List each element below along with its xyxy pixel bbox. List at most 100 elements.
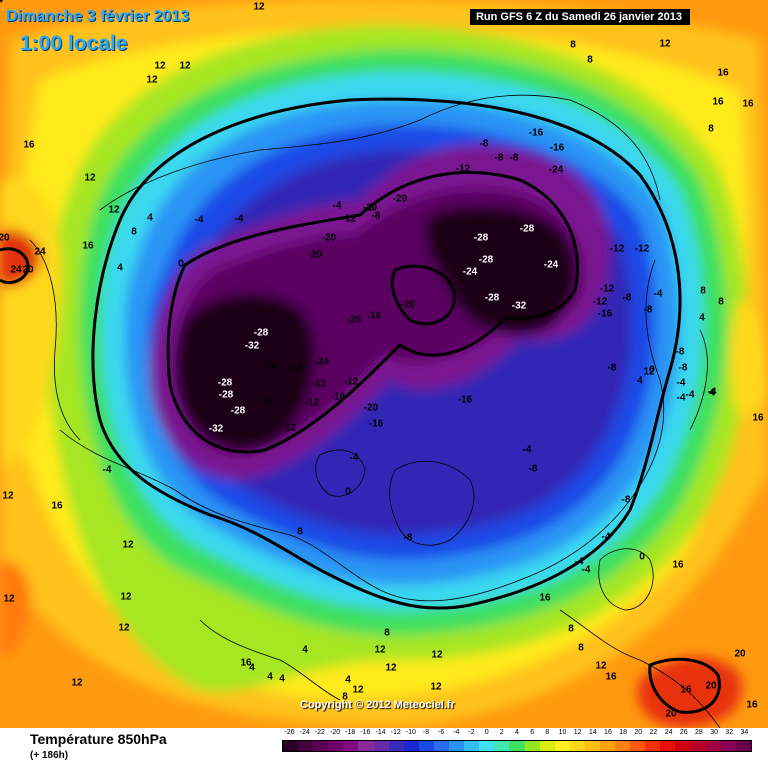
isotherm-label: -12 [610, 244, 625, 255]
isotherm-label: 16 [680, 685, 692, 696]
isotherm-label: 16 [605, 672, 617, 683]
isotherm-label: -28 [485, 293, 500, 304]
scale-swatch [509, 741, 525, 751]
scale-swatch [403, 741, 419, 751]
isotherm-label: -28 [218, 378, 233, 389]
scale-swatch [343, 741, 359, 751]
legend-footer: Température 850hPa (+ 186h) -26 -24 -22 -20… [0, 728, 768, 768]
isotherm-label: 12 [253, 2, 265, 13]
scale-swatch [599, 741, 616, 751]
scale-label: 14 [588, 729, 597, 736]
isotherm-label: 24 [34, 247, 46, 258]
isotherm-label: 16 [742, 99, 754, 110]
isotherm-label: -4 [602, 532, 611, 543]
scale-swatch [645, 741, 661, 751]
isotherm-label: 8 [578, 643, 584, 654]
isotherm-label: 8 [131, 227, 137, 238]
isotherm-label: 0 [639, 552, 645, 563]
isotherm-label: 8 [708, 124, 714, 135]
isotherm-label: 12 [179, 61, 191, 72]
isotherm-label: -4 [523, 445, 532, 456]
isotherm-label: 12 [3, 594, 15, 605]
scale-label: -2 [468, 729, 475, 736]
scale-label: 2 [499, 729, 504, 736]
isotherm-label: -32 [245, 341, 260, 352]
isotherm-label: 4 [249, 663, 255, 674]
isotherm-label: -8 [676, 347, 685, 358]
isotherm-label: 20 [22, 265, 34, 276]
scale-swatch [584, 741, 600, 751]
isotherm-label: -12 [600, 284, 615, 295]
isotherm-label: -32 [512, 301, 527, 312]
scale-label: 24 [664, 729, 673, 736]
color-scale-bar [282, 740, 752, 752]
isotherm-label: -16 [369, 419, 384, 430]
isotherm-label: 4 [345, 675, 351, 686]
isotherm-label: -28 [474, 233, 489, 244]
isotherm-label: -28 [479, 255, 494, 266]
isotherm-label: -8 [404, 533, 413, 544]
scale-label: 10 [558, 729, 567, 736]
isotherm-label: 12 [84, 173, 96, 184]
scale-swatch [373, 741, 389, 751]
isotherm-label: -8 [372, 211, 381, 222]
isotherm-label: -8 [622, 495, 631, 506]
isotherm-label: 12 [643, 367, 655, 378]
scale-label: -12 [390, 729, 401, 736]
isotherm-label: -12 [305, 398, 320, 409]
isotherm-label: 20 [665, 709, 677, 720]
isotherm-label: -20 [259, 398, 274, 409]
isotherm-label: -4 [677, 378, 686, 389]
scale-label: 4 [515, 729, 519, 736]
isotherm-label: 0 [178, 259, 184, 270]
scale-label: -8 [422, 729, 430, 736]
scale-swatch [630, 741, 646, 751]
isotherm-label: -28 [254, 328, 269, 339]
isotherm-label: -20 [308, 250, 323, 261]
isotherm-label: -8 [608, 363, 617, 374]
isotherm-label: 8 [342, 692, 348, 703]
isotherm-label: 12 [120, 592, 132, 603]
isotherm-label: -20 [322, 233, 337, 244]
isotherm-label: -20 [401, 300, 416, 311]
isotherm-label: 12 [154, 61, 166, 72]
isotherm-label: 16 [712, 97, 724, 108]
scale-label: 18 [619, 729, 628, 736]
copyright-notice: Copyright © 2012 Meteociel.fr [300, 699, 455, 711]
scale-swatch [328, 741, 344, 751]
isotherm-label: 4 [637, 376, 643, 387]
isotherm-label: -28 [219, 390, 234, 401]
isotherm-label: -8 [623, 293, 632, 304]
isotherm-label: -12 [342, 214, 357, 225]
isotherm-label: 16 [240, 658, 252, 669]
isotherm-label: 12 [430, 682, 442, 693]
isotherm-label: -8 [644, 305, 653, 316]
isotherm-label: -28 [231, 406, 246, 417]
isotherm-label: -16 [458, 395, 473, 406]
temperature-bands [0, 0, 768, 728]
scale-label: 6 [530, 729, 535, 736]
isotherm-label: -12 [282, 423, 297, 434]
scale-label: -16 [360, 729, 371, 736]
isotherm-label: -12 [635, 244, 650, 255]
isotherm-label: 12 [431, 650, 443, 661]
isotherm-label: 8 [700, 286, 706, 297]
scale-swatch [479, 741, 495, 751]
isotherm-label: 12 [71, 678, 83, 689]
isotherm-label: 0 [649, 365, 655, 376]
scale-label: -10 [405, 729, 416, 736]
forecast-time: 1:00 locale [20, 32, 128, 55]
scale-swatch [313, 741, 329, 751]
isotherm-label: 12 [385, 663, 397, 674]
isotherm-label: 16 [539, 593, 551, 604]
scale-swatch [690, 741, 706, 751]
scale-label: -14 [375, 729, 386, 736]
isotherm-label: -20 [347, 315, 362, 326]
scale-swatch [735, 741, 751, 751]
isotherm-label: 16 [23, 140, 35, 151]
isotherm-label: -24 [289, 364, 304, 375]
scale-swatch [660, 741, 676, 751]
isotherm-label: 20 [734, 649, 746, 660]
isotherm-label: -12 [456, 164, 471, 175]
